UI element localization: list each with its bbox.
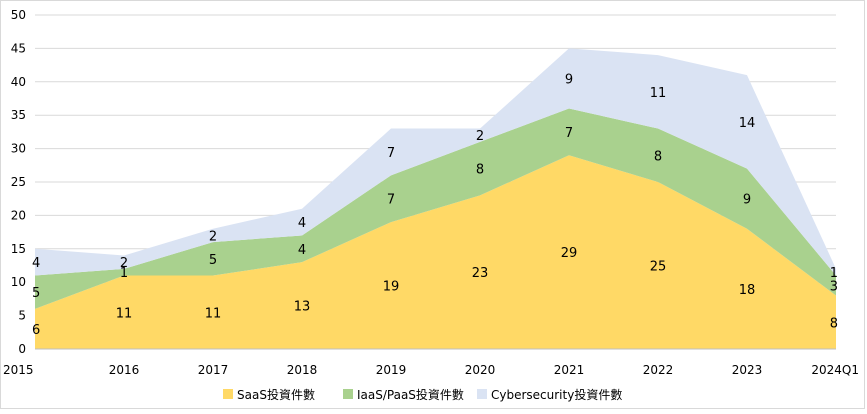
data-label: 8 <box>654 149 662 164</box>
legend-swatch <box>477 389 487 399</box>
data-label: 3 <box>830 280 838 295</box>
data-label: 4 <box>32 256 40 271</box>
y-tick-label: 50 <box>11 8 26 22</box>
legend: SaaS投資件數 IaaS/PaaS投資件數 Cybersecurity投資件數 <box>223 387 622 402</box>
data-label: 9 <box>743 193 751 208</box>
x-tick-label: 2017 <box>198 363 229 377</box>
data-label: 8 <box>476 163 484 178</box>
data-label: 11 <box>116 306 133 321</box>
data-label: 5 <box>32 286 40 301</box>
data-label: 29 <box>561 246 578 261</box>
x-tick-label: 2023 <box>732 363 763 377</box>
legend-swatch <box>223 389 233 399</box>
area-series-2 <box>35 108 836 309</box>
data-label: 25 <box>650 260 667 275</box>
data-label: 11 <box>205 306 222 321</box>
y-tick-label: 30 <box>11 142 26 156</box>
x-tick-label: 2020 <box>465 363 496 377</box>
data-label: 4 <box>298 216 306 231</box>
data-label: 13 <box>294 300 311 315</box>
legend-label: SaaS投資件數 <box>237 387 315 402</box>
data-label: 11 <box>650 86 667 101</box>
x-tick-label: 2015 <box>3 363 34 377</box>
x-tick-label: 2024Q1 <box>811 363 859 377</box>
data-label: 18 <box>739 283 756 298</box>
data-label: 9 <box>565 72 573 87</box>
y-tick-label: 35 <box>11 108 26 122</box>
data-label: 2 <box>209 229 217 244</box>
y-tick-label: 20 <box>11 208 26 222</box>
data-label: 2 <box>476 129 484 144</box>
data-label: 7 <box>565 126 573 141</box>
data-label: 2 <box>120 256 128 271</box>
data-label: 19 <box>383 280 400 295</box>
x-tick-label: 2022 <box>643 363 674 377</box>
data-label: 7 <box>387 146 395 161</box>
data-label: 4 <box>298 243 306 258</box>
y-tick-label: 0 <box>18 342 26 356</box>
data-label: 1 <box>830 266 838 281</box>
legend-label: IaaS/PaaS投資件數 <box>357 387 464 402</box>
x-tick-label: 2016 <box>109 363 140 377</box>
data-label: 7 <box>387 193 395 208</box>
x-tick-label: 2021 <box>554 363 585 377</box>
data-label: 14 <box>739 116 756 131</box>
y-tick-label: 10 <box>11 275 26 289</box>
data-label: 6 <box>32 323 40 338</box>
y-tick-label: 5 <box>18 309 26 323</box>
area-series <box>35 48 836 349</box>
legend-swatch <box>343 389 353 399</box>
x-tick-label: 2018 <box>287 363 318 377</box>
data-label: 8 <box>830 316 838 331</box>
data-label: 23 <box>472 266 489 281</box>
y-tick-label: 15 <box>11 242 26 256</box>
y-tick-label: 45 <box>11 41 26 55</box>
data-label: 1 <box>120 266 128 281</box>
y-tick-label: 40 <box>11 75 26 89</box>
y-tick-label: 25 <box>11 175 26 189</box>
area-series-1 <box>35 155 836 349</box>
x-tick-label: 2019 <box>376 363 407 377</box>
data-label: 5 <box>209 253 217 268</box>
legend-label: Cybersecurity投資件數 <box>491 387 622 402</box>
area-series-3 <box>35 48 836 276</box>
